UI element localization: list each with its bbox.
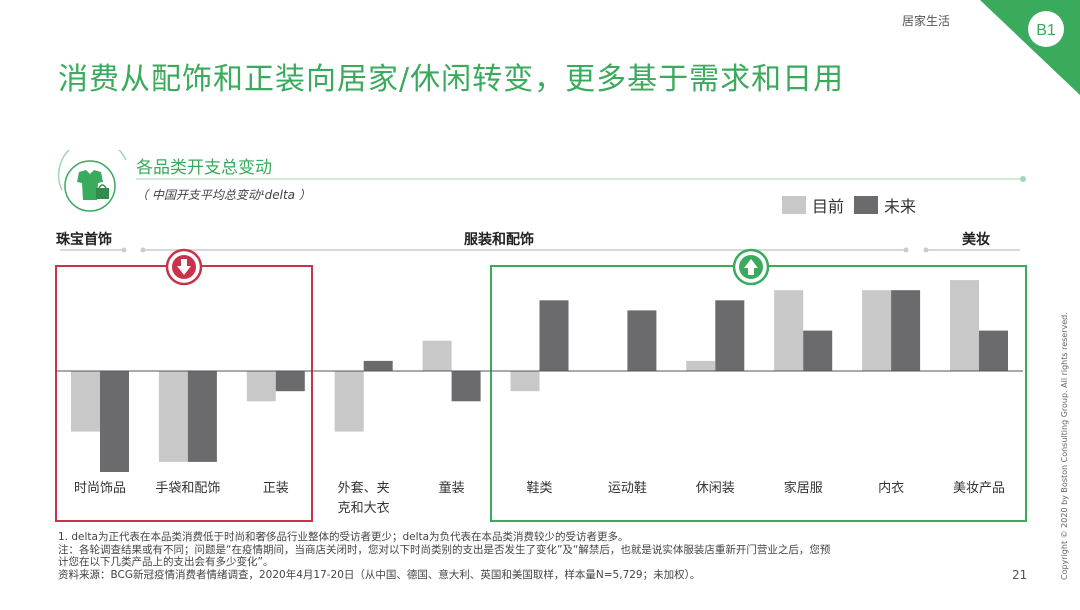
arrow-down-icon — [165, 248, 203, 286]
clothing-shopping-icon — [77, 170, 109, 200]
group-label-beauty: 美妆 — [962, 232, 990, 248]
category-label-6: 运动鞋 — [582, 479, 672, 499]
legend-label-current: 目前 — [812, 197, 845, 216]
copyright-text: Copyright © 2020 by Boston Consulting Gr… — [1060, 312, 1069, 580]
category-label-line: 内衣 — [878, 481, 905, 496]
category-label-line: 正装 — [262, 481, 289, 496]
bar-future-5 — [539, 300, 569, 371]
legend-swatch-current — [782, 196, 806, 214]
category-label-1: 手袋和配饰 — [143, 479, 233, 499]
bar-future-10 — [979, 330, 1008, 371]
bar-future-0 — [100, 371, 129, 472]
bar-current-2 — [246, 371, 276, 402]
page-number: 21 — [1012, 568, 1028, 582]
category-label-line: 鞋类 — [526, 481, 553, 496]
legend: 目前 未来 — [782, 193, 926, 217]
category-label-line: 时尚饰品 — [73, 481, 126, 496]
category-label-line: 运动鞋 — [607, 481, 647, 496]
section-note: （ 中国开支平均总变动¹delta ） — [136, 188, 311, 202]
bar-current-7 — [686, 360, 716, 371]
legend-swatch-future — [854, 196, 879, 214]
bar-future-4 — [451, 371, 481, 402]
corner-badge: B1 — [980, 0, 1080, 95]
group-label-apparel: 服装和配饰 — [464, 232, 534, 248]
bar-current-9 — [862, 290, 892, 371]
category-label-0: 时尚饰品 — [55, 479, 145, 499]
category-label-4: 童装 — [407, 479, 497, 499]
bar-future-8 — [803, 330, 833, 371]
legend-label-future: 未来 — [884, 197, 917, 216]
section-header-graphic — [57, 150, 1026, 212]
category-label-line: 手袋和配饰 — [155, 481, 221, 496]
bar-current-10 — [950, 280, 979, 371]
bar-current-3 — [334, 371, 364, 432]
group-bracket-lines — [60, 247, 1020, 253]
bar-current-1 — [158, 371, 188, 462]
badge-text: B1 — [1036, 22, 1056, 39]
legend-item-current: 目前 — [782, 193, 844, 217]
footnote-2: 注：各轮调查结果或有不同；问题是“在疫情期间，当商店关闭时，您对以下时尚类别的支… — [58, 543, 831, 556]
category-label-line: 家居服 — [783, 481, 823, 496]
category-label-line: 克和大衣 — [337, 501, 390, 516]
bar-future-2 — [275, 371, 305, 392]
bar-current-4 — [422, 340, 452, 371]
bar-future-6 — [627, 310, 657, 371]
group-label-jewelry: 珠宝首饰 — [56, 232, 112, 248]
highlight-boxes — [55, 248, 1027, 522]
bar-future-1 — [187, 371, 217, 462]
bar-chart — [56, 280, 1023, 472]
footnotes: 1. delta为正代表在本品类消费低于时尚和奢侈品行业整体的受访者更少；del… — [58, 531, 958, 581]
category-label-9: 内衣 — [846, 479, 936, 499]
footnote-source: 资料来源：BCG新冠疫情消费者情绪调查，2020年4月17-20日（从中国、德国… — [58, 568, 701, 581]
bar-future-9 — [891, 290, 921, 371]
footnote-1: 1. delta为正代表在本品类消费低于时尚和奢侈品行业整体的受访者更少；del… — [58, 531, 629, 543]
category-label-7: 休闲装 — [670, 479, 760, 499]
bar-future-3 — [363, 360, 393, 371]
category-label-3: 外套、夹 克和大衣 — [319, 479, 409, 519]
bar-current-5 — [510, 371, 540, 392]
category-label-8: 家居服 — [758, 479, 848, 499]
bar-current-0 — [71, 371, 100, 432]
category-label-line: 休闲装 — [695, 481, 735, 496]
footnote-3: 计您在以下几类产品上的支出会有多少变化”。 — [58, 556, 274, 568]
section-subtitle: 各品类开支总变动 — [136, 158, 272, 178]
category-label-line: 外套、夹 — [337, 481, 390, 496]
category-label-line: 童装 — [438, 481, 465, 496]
legend-item-future: 未来 — [854, 193, 916, 217]
category-label-10: 美妆产品 — [934, 479, 1024, 499]
series-future — [100, 290, 1008, 472]
category-label-2: 正装 — [231, 479, 321, 499]
series-current — [71, 280, 979, 462]
page-title: 消费从配饰和正装向居家/休闲转变，更多基于需求和日用 — [58, 62, 845, 97]
bar-future-7 — [715, 300, 745, 371]
topic-label: 居家生活 — [901, 14, 950, 28]
category-label-5: 鞋类 — [495, 479, 585, 499]
arrow-up-icon — [732, 248, 770, 286]
bar-current-8 — [774, 290, 804, 371]
category-label-line: 美妆产品 — [953, 481, 1006, 496]
